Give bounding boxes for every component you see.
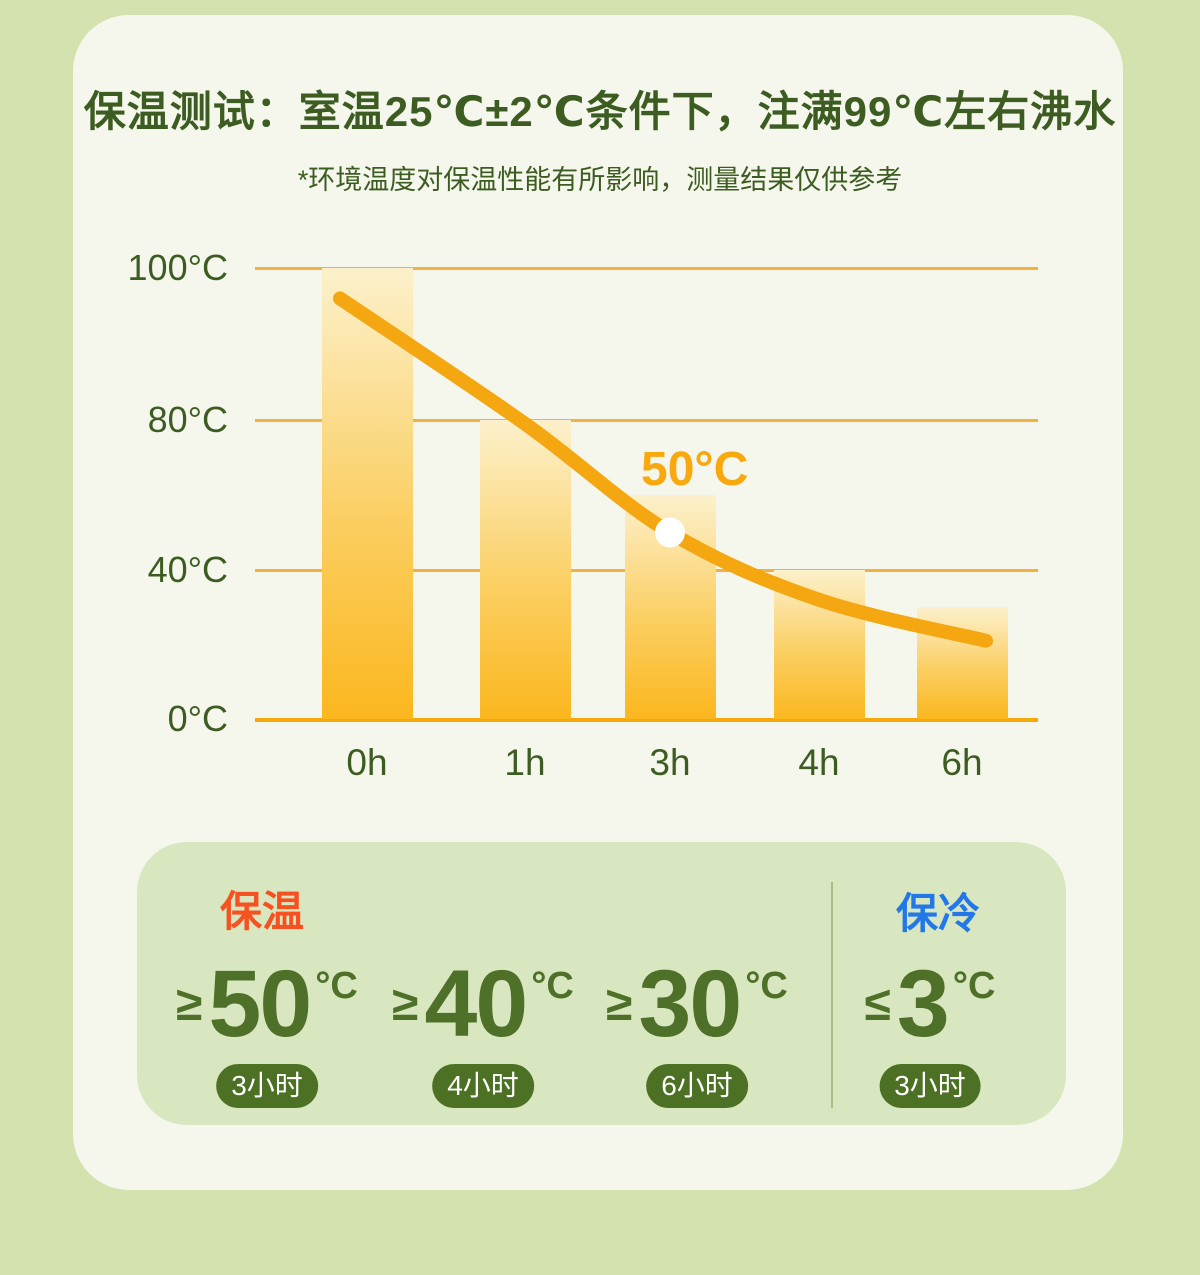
bar-3h — [624, 495, 716, 719]
stat-cold-3c: ≤ 3 °C 3小时 — [865, 957, 996, 1108]
duration-pill-3h: 3小时 — [216, 1064, 318, 1108]
stat-value: 3 — [896, 951, 950, 1057]
x-axis-line — [255, 718, 1038, 722]
stat-heat-50c: ≥ 50 °C 3小时 — [176, 957, 358, 1108]
bar-0h — [321, 268, 413, 719]
gte-symbol: ≥ — [606, 977, 633, 1031]
ytick-100c: 100°C — [127, 247, 228, 288]
xtick-0h: 0h — [346, 742, 388, 783]
heat-retention-label: 保温 — [219, 888, 305, 935]
stat-heat-40c: ≥ 40 °C 4小时 — [392, 957, 574, 1108]
stat-value-row: ≤ 3 °C — [865, 957, 996, 1052]
stat-unit: °C — [531, 965, 574, 1007]
ytick-40c: 40°C — [147, 549, 228, 590]
gridline-100c — [255, 267, 1038, 270]
stat-value: 50 — [208, 951, 313, 1057]
page-title: 保温测试：室温25℃±2℃条件下，注满99℃左右沸水 — [83, 88, 1117, 135]
stat-value-row: ≥ 30 °C — [606, 957, 788, 1052]
panel-divider — [831, 882, 833, 1108]
stat-value: 30 — [638, 951, 743, 1057]
gte-symbol: ≥ — [392, 977, 419, 1031]
ytick-0c: 0°C — [167, 698, 228, 739]
xtick-3h: 3h — [649, 742, 691, 783]
page-subtitle: *环境温度对保温性能有所影响，测量结果仅供参考 — [297, 165, 903, 195]
bar-4h — [773, 570, 865, 719]
ytick-80c: 80°C — [147, 399, 228, 440]
duration-pill-6h: 6小时 — [646, 1064, 748, 1108]
stat-unit: °C — [952, 965, 996, 1007]
stat-unit: °C — [315, 965, 358, 1007]
bar-6h — [916, 607, 1008, 719]
curve-annotation-50c: 50°C — [641, 442, 749, 496]
xtick-6h: 6h — [941, 742, 983, 783]
bar-1h — [479, 420, 571, 719]
duration-pill-4h: 4小时 — [432, 1064, 534, 1108]
duration-pill-3h: 3小时 — [879, 1064, 981, 1108]
stat-unit: °C — [745, 965, 788, 1007]
xtick-1h: 1h — [504, 742, 546, 783]
stat-value: 40 — [424, 951, 529, 1057]
stat-value-row: ≥ 40 °C — [392, 957, 574, 1052]
cold-retention-label: 保冷 — [895, 890, 981, 937]
stat-value-row: ≥ 50 °C — [176, 957, 358, 1052]
stats-panel: 保温 保冷 ≥ 50 °C 3小时 ≥ 40 °C 4小时 ≥ 30 °C 6小… — [137, 842, 1066, 1125]
lte-symbol: ≤ — [864, 977, 891, 1031]
gte-symbol: ≥ — [176, 977, 203, 1031]
xtick-4h: 4h — [798, 742, 840, 783]
stat-heat-30c: ≥ 30 °C 6小时 — [606, 957, 788, 1108]
